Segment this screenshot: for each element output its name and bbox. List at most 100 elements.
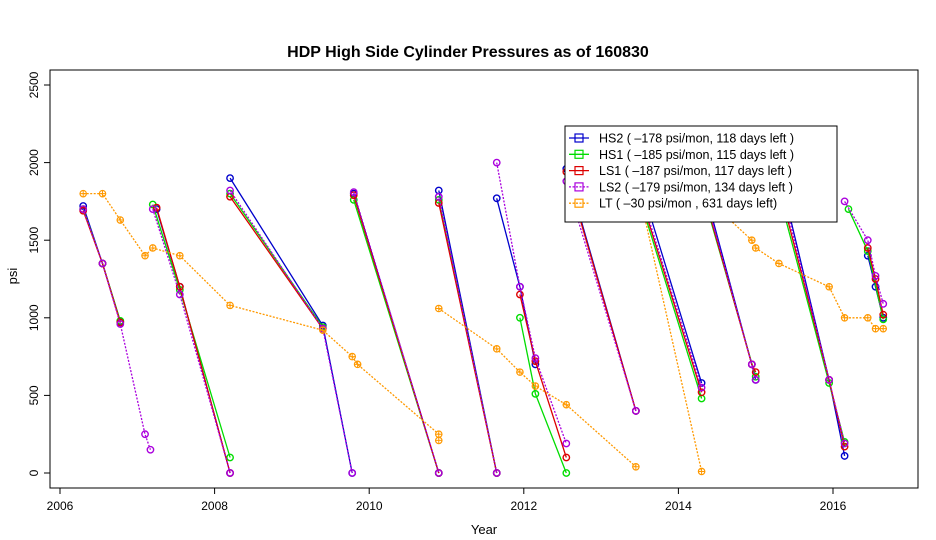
legend-label-hs2: HS2 ( –178 psi/mon, 118 days left ) [599, 132, 794, 146]
series-line-ls2 [152, 209, 231, 474]
data-point-ls1 [152, 203, 161, 212]
data-point-cross [141, 252, 149, 260]
series-line-hs2 [496, 198, 537, 365]
data-point-hs2 [492, 194, 501, 203]
data-point-ls2 [562, 439, 571, 448]
data-point-cross [348, 353, 356, 361]
series-line-lt [438, 307, 637, 468]
legend-label-hs1: HS1 ( –185 psi/mon, 115 days left ) [599, 148, 794, 162]
data-point-ls2 [226, 186, 234, 195]
data-point-cross [176, 252, 184, 260]
data-point-ls2 [146, 445, 155, 454]
series-lt [79, 174, 888, 476]
data-point-hs1 [531, 389, 540, 398]
data-point-cross [79, 190, 87, 198]
data-point-ls1 [751, 368, 760, 377]
data-point-hs1 [697, 394, 706, 403]
y-tick-label: 1500 [27, 227, 41, 254]
x-tick-label: 2008 [201, 499, 228, 513]
data-point-ls2 [434, 192, 443, 201]
data-point-hs1 [226, 453, 234, 462]
data-point-ls1 [531, 357, 540, 366]
data-point-ls2 [492, 158, 501, 167]
data-point-ls2 [840, 439, 849, 448]
y-tick-label: 2500 [27, 71, 41, 98]
data-point-hs1 [562, 469, 571, 477]
data-point-ls2 [751, 375, 760, 384]
data-point-ls1 [349, 191, 358, 200]
y-axis-label: psi [5, 268, 20, 285]
data-point-cross [879, 325, 887, 333]
legend-marker-ls2 [574, 182, 584, 192]
data-point-cross [841, 314, 849, 322]
series-line-ls1 [229, 196, 324, 330]
data-point-cross [354, 360, 362, 368]
legend-marker-hs2 [574, 133, 584, 143]
series-line-ls2 [229, 190, 353, 474]
data-point-ls1 [697, 388, 706, 397]
data-point-hs1 [516, 313, 524, 322]
data-point-cross [435, 430, 443, 438]
series-line-ls1 [155, 207, 231, 474]
legend-label-lt: LT ( –30 psi/mon , 631 days left) [599, 197, 777, 211]
x-tick-label: 2016 [820, 499, 847, 513]
series-hs1 [79, 181, 888, 477]
data-point-ls2 [879, 299, 888, 308]
series-line-ls2 [844, 201, 884, 304]
data-point-ls2 [516, 282, 524, 291]
data-point-hs2 [840, 452, 849, 460]
data-point-ls2 [349, 188, 358, 196]
data-point-hs1 [751, 372, 760, 381]
y-tick-label: 500 [27, 385, 41, 405]
series-line-ls2 [82, 208, 152, 450]
data-point-cross [632, 463, 640, 471]
legend: HS2 ( –178 psi/mon, 118 days left ) HS1 (… [564, 125, 838, 223]
data-point-ls2 [531, 354, 540, 363]
data-point-ls1 [863, 244, 872, 252]
chart-title: HDP High Side Cylinder Pressures as of 1… [287, 44, 649, 61]
data-point-hs1 [863, 247, 872, 255]
data-point-ls2 [79, 205, 88, 214]
legend-marker-ls1 [574, 166, 584, 176]
data-point-ls2 [175, 290, 184, 299]
data-point-ls2 [348, 469, 357, 477]
data-point-ls2 [141, 430, 149, 439]
data-point-ls2 [863, 236, 872, 245]
data-point-cross [435, 304, 443, 312]
data-point-ls2 [697, 383, 706, 392]
x-tick-label: 2012 [510, 499, 537, 513]
data-point-cross [516, 368, 524, 376]
data-point-cross [226, 301, 234, 309]
data-point-hs2 [226, 174, 234, 183]
data-point-ls2 [226, 469, 234, 477]
series-line-ls2 [438, 196, 498, 474]
data-point-cross [99, 190, 107, 198]
data-point-ls2 [747, 360, 756, 369]
series-line-lt [83, 192, 440, 441]
data-point-cross [872, 325, 880, 333]
series-line-hs1 [847, 208, 884, 320]
data-point-cross [493, 345, 501, 353]
y-tick-label: 2000 [27, 149, 41, 176]
legend-marker-lt [574, 198, 584, 208]
data-point-cross [562, 401, 570, 409]
data-point-ls2 [116, 320, 125, 328]
data-point-hs1 [879, 315, 888, 324]
data-point-ls1 [516, 290, 524, 299]
data-point-hs1 [844, 205, 853, 214]
data-point-cross [825, 283, 833, 291]
x-axis-label: Year [471, 522, 498, 537]
data-point-ls1 [879, 310, 888, 319]
data-point-cross [531, 382, 539, 390]
data-point-cross [864, 314, 872, 322]
data-point-cross [752, 244, 760, 252]
data-point-cross [748, 236, 756, 244]
x-tick-label: 2014 [665, 499, 692, 513]
data-point-ls2 [148, 205, 157, 214]
series-line-ls2 [496, 162, 567, 444]
data-point-cross [698, 467, 706, 475]
data-point-cross [435, 436, 443, 444]
legend-marker-hs1 [574, 149, 584, 159]
data-point-ls2 [840, 197, 849, 206]
